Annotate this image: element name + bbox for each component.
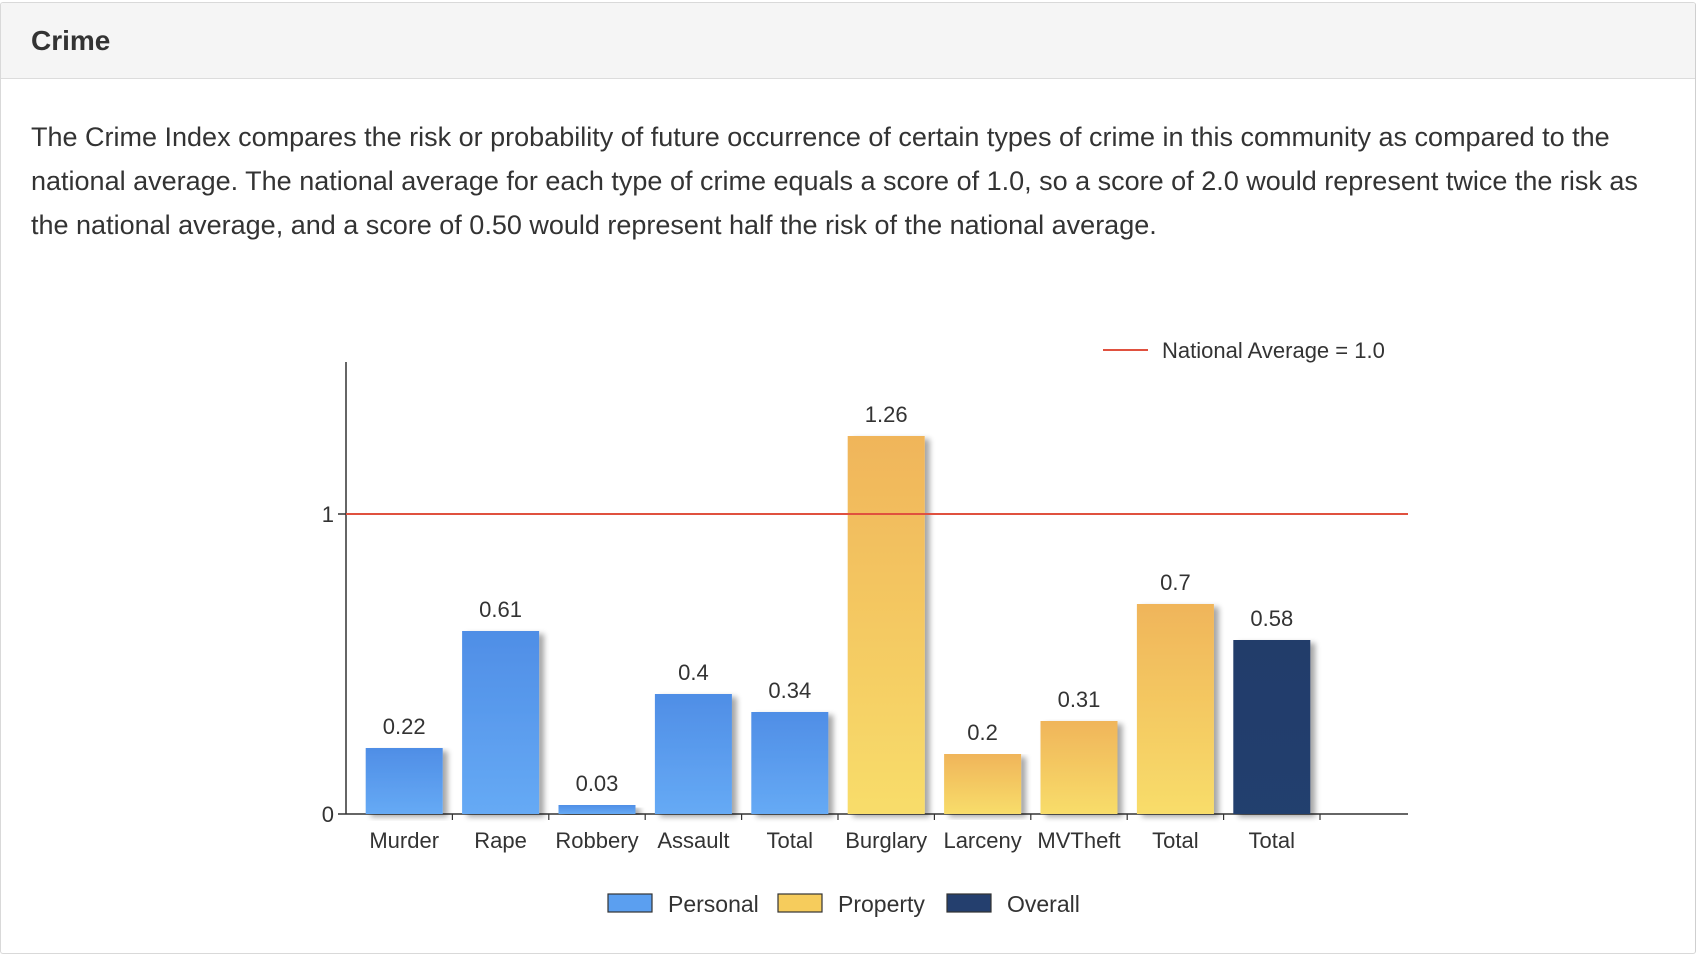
bar-mvtheft — [1040, 721, 1118, 814]
bar-assault — [654, 694, 732, 814]
x-tick-label: Assault — [657, 828, 729, 853]
bar-value-label: 1.26 — [865, 402, 908, 427]
plot-area: 0 1 0.22 Murder 0.61 Rape 0.03 Robbery 0.4 Assaul… — [322, 362, 1408, 853]
legend-swatch-personal — [607, 893, 653, 913]
bar-murder — [365, 748, 443, 814]
bar-value-label: 0.2 — [967, 720, 998, 745]
bar-total — [751, 712, 829, 814]
reference-line-legend: National Average = 1.0 — [1103, 338, 1385, 363]
x-tick-label: Rape — [474, 828, 527, 853]
bar-value-label: 0.61 — [479, 597, 522, 622]
y-tick-label: 0 — [322, 802, 334, 827]
bar-larceny — [944, 754, 1022, 814]
x-tick-label: Total — [1249, 828, 1295, 853]
x-tick-label: Larceny — [943, 828, 1021, 853]
x-tick-label: Robbery — [555, 828, 638, 853]
panel-header: Crime — [1, 3, 1695, 79]
bar-value-label: 0.7 — [1160, 570, 1191, 595]
series-legend: Personal Property Overall — [607, 891, 1080, 917]
legend-label-personal: Personal — [668, 891, 759, 917]
reference-legend-label: National Average = 1.0 — [1162, 338, 1385, 363]
legend-label-overall: Overall — [1007, 891, 1080, 917]
crime-index-chart: National Average = 1.0 0 1 0.22 Murder 0.61 R… — [0, 320, 1698, 950]
bar-value-label: 0.22 — [383, 714, 426, 739]
legend-swatch-overall — [946, 893, 992, 913]
bar-total — [1136, 604, 1214, 814]
bar-robbery — [558, 805, 636, 814]
panel-title: Crime — [31, 24, 111, 56]
bar-value-label: 0.31 — [1058, 687, 1101, 712]
legend-label-property: Property — [838, 891, 925, 917]
bar-total — [1233, 640, 1311, 814]
y-tick-label: 1 — [322, 502, 334, 527]
x-tick-label: Burglary — [845, 828, 927, 853]
bar-value-label: 0.03 — [576, 771, 619, 796]
bar-burglary — [847, 436, 925, 814]
bar-value-label: 0.4 — [678, 660, 709, 685]
bar-value-label: 0.34 — [768, 678, 811, 703]
chart-svg: National Average = 1.0 0 1 0.22 Murder 0.61 R… — [322, 338, 1408, 917]
crime-index-description: The Crime Index compares the risk or pro… — [31, 122, 1638, 240]
panel-body: The Crime Index compares the risk or pro… — [1, 79, 1695, 247]
x-tick-label: MVTheft — [1037, 828, 1120, 853]
legend-swatch-property — [777, 893, 823, 913]
x-tick-label: Murder — [369, 828, 439, 853]
x-tick-label: Total — [1152, 828, 1198, 853]
bar-value-label: 0.58 — [1250, 606, 1293, 631]
x-tick-label: Total — [767, 828, 813, 853]
bar-rape — [462, 631, 540, 814]
